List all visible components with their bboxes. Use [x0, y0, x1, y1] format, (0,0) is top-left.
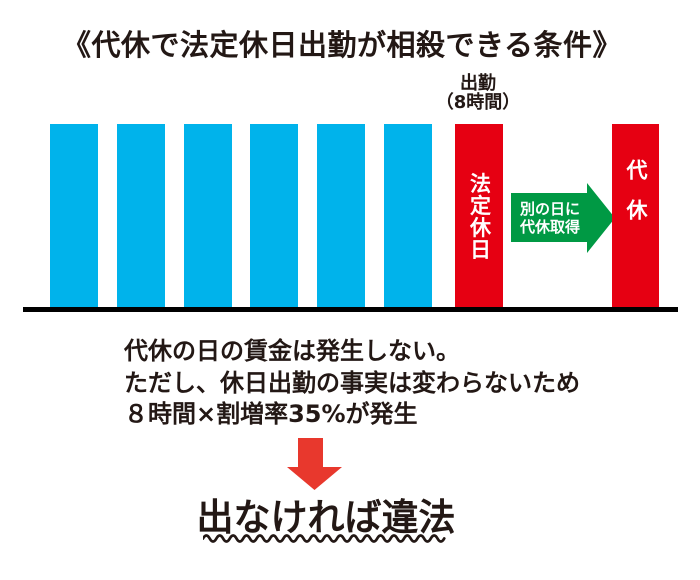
page-title: 《代休で法定休日出勤が相殺できる条件》 — [62, 28, 622, 62]
compensatory-leave-bar-label: 代休 — [624, 158, 648, 239]
weekday-bar — [50, 124, 98, 307]
notes-line3: ８時間×割増率35%が発生 — [124, 400, 418, 429]
baseline-axis — [23, 307, 678, 312]
transfer-arrow-label: 別の日に 代休取得 — [511, 193, 589, 242]
wavy-underline — [203, 534, 446, 543]
notes-line1: 代休の日の賃金は発生しない。 — [124, 337, 460, 365]
down-arrow-icon — [287, 438, 342, 490]
compensatory-leave-bar: 代休 — [612, 124, 659, 307]
legal-holiday-bar: 法定休日 — [455, 124, 503, 307]
notes-line2: ただし、休日出勤の事実は変わらないため — [124, 368, 580, 397]
weekday-bar — [183, 124, 232, 307]
weekday-bar — [250, 124, 299, 307]
notes-text: 代休の日の賃金は発生しない。 ただし、休日出勤の事実は変わらないため ８時間×割… — [124, 336, 580, 431]
conclusion-text: 出なければ違法 — [196, 496, 456, 539]
weekday-bar — [116, 124, 165, 307]
legal-holiday-bar-label: 法定休日 — [467, 172, 492, 260]
attendance-label-line1: 出勤 — [460, 73, 496, 94]
transfer-arrow-label-line2: 代休取得 — [519, 217, 580, 236]
weekday-bar — [317, 124, 366, 307]
weekday-bar — [384, 124, 432, 307]
attendance-label: 出勤 （8時間） — [436, 74, 521, 112]
transfer-arrow-label-line1: 別の日に — [519, 199, 580, 218]
attendance-label-line2: （8時間） — [435, 92, 521, 113]
transfer-right-arrow-icon — [511, 183, 615, 253]
